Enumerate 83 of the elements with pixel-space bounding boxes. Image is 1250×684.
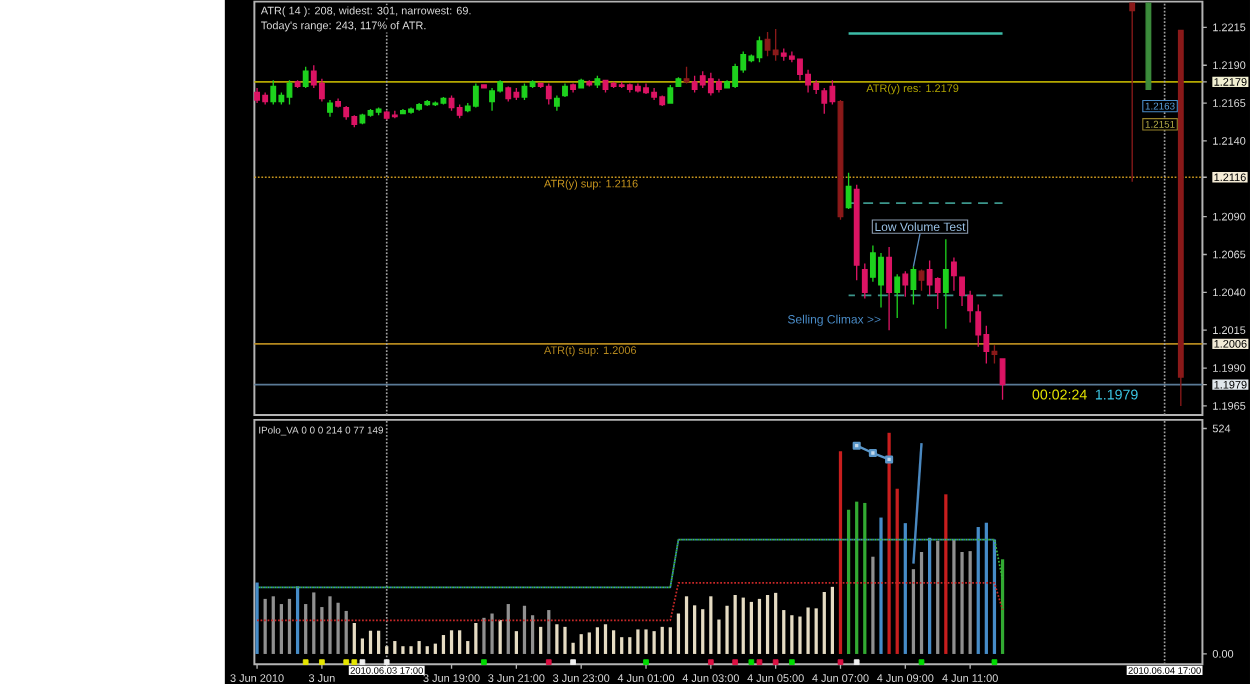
candlestick bbox=[651, 87, 658, 101]
point bbox=[853, 659, 860, 665]
candlestick bbox=[878, 252, 884, 309]
candlestick bbox=[594, 75, 601, 89]
point bbox=[991, 659, 998, 665]
candlestick bbox=[659, 94, 666, 107]
point bbox=[789, 659, 795, 665]
candlestick bbox=[262, 91, 269, 106]
candlestick bbox=[586, 79, 593, 88]
point bbox=[319, 659, 325, 665]
candlestick bbox=[861, 262, 868, 300]
point bbox=[383, 659, 390, 665]
candlestick bbox=[675, 76, 682, 88]
candlestick bbox=[383, 109, 390, 121]
candlestick bbox=[902, 270, 909, 298]
candlestick bbox=[399, 108, 406, 115]
candlestick bbox=[578, 78, 585, 89]
point bbox=[732, 659, 738, 665]
candlestick bbox=[351, 114, 358, 128]
candlestick bbox=[545, 82, 552, 106]
candlestick bbox=[829, 79, 836, 106]
candlestick bbox=[302, 66, 309, 89]
candlestick bbox=[772, 28, 779, 62]
candlestick bbox=[254, 87, 260, 104]
point bbox=[885, 455, 894, 464]
point bbox=[918, 659, 925, 665]
candlestick bbox=[634, 82, 641, 94]
point bbox=[643, 659, 649, 665]
point bbox=[756, 659, 763, 665]
candlestick bbox=[456, 103, 463, 119]
candlestick bbox=[626, 82, 633, 94]
candlestick bbox=[489, 87, 495, 112]
candlestick bbox=[821, 87, 828, 115]
point bbox=[545, 659, 552, 665]
point bbox=[481, 659, 487, 665]
candlestick bbox=[845, 172, 852, 210]
candlestick bbox=[991, 344, 998, 365]
point bbox=[708, 659, 714, 665]
candlestick bbox=[553, 94, 560, 112]
candlestick bbox=[610, 81, 617, 89]
candlestick bbox=[691, 75, 698, 94]
point bbox=[359, 659, 366, 665]
candlestick bbox=[270, 79, 277, 106]
candlestick bbox=[472, 82, 479, 109]
candlestick bbox=[416, 102, 423, 112]
point bbox=[868, 448, 877, 458]
candlestick bbox=[942, 238, 949, 330]
candlestick bbox=[707, 72, 714, 97]
candlestick bbox=[513, 87, 520, 101]
candlestick bbox=[343, 105, 350, 121]
point bbox=[852, 441, 861, 450]
candlestick bbox=[780, 47, 787, 62]
candlestick bbox=[432, 100, 439, 107]
candlestick bbox=[894, 273, 901, 319]
candlestick bbox=[327, 99, 333, 118]
candlestick bbox=[716, 78, 722, 94]
candlestick bbox=[424, 99, 431, 107]
candlestick bbox=[375, 106, 382, 116]
candlestick bbox=[294, 79, 301, 89]
candlestick bbox=[570, 82, 577, 94]
candlestick bbox=[1129, 2, 1136, 183]
candlestick bbox=[618, 81, 625, 89]
candlestick bbox=[910, 265, 917, 306]
point bbox=[772, 659, 779, 665]
candlestick bbox=[408, 106, 414, 115]
candlestick bbox=[1145, 2, 1152, 91]
candlestick bbox=[951, 256, 957, 292]
point bbox=[302, 659, 309, 665]
point bbox=[570, 659, 576, 665]
point bbox=[748, 659, 755, 665]
candlestick bbox=[335, 97, 342, 109]
point bbox=[343, 659, 350, 665]
candlestick bbox=[683, 66, 690, 85]
candlestick bbox=[643, 82, 649, 95]
candlestick bbox=[505, 85, 512, 103]
candlestick bbox=[886, 246, 893, 331]
candlestick bbox=[562, 82, 568, 98]
candlestick bbox=[667, 84, 674, 104]
point bbox=[837, 659, 844, 665]
candlestick bbox=[1177, 29, 1184, 407]
point bbox=[351, 659, 358, 665]
candlestick bbox=[853, 184, 860, 281]
candlestick bbox=[699, 70, 706, 89]
